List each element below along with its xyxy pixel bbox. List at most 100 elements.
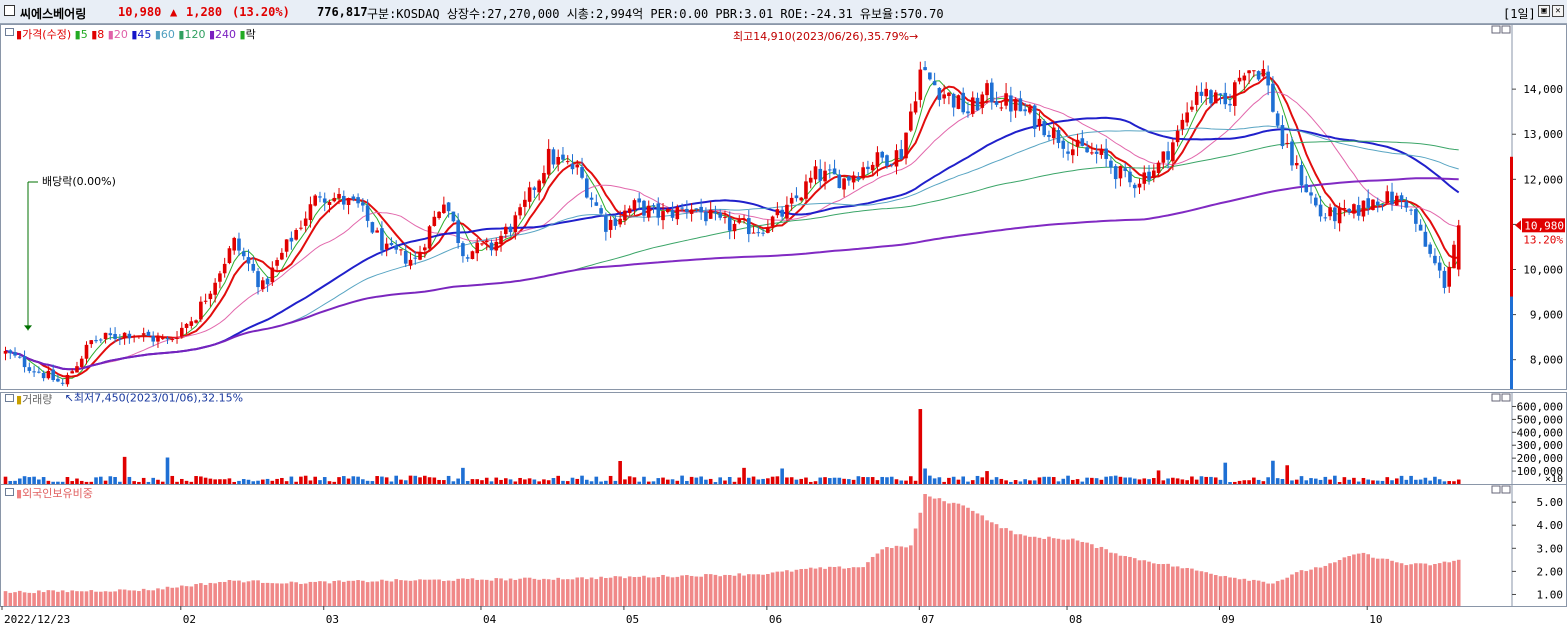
- volume-bar: [570, 477, 575, 484]
- foreign-bar: [184, 586, 189, 606]
- foreign-bar: [689, 575, 694, 606]
- candle-body: [1161, 151, 1166, 163]
- candle-body: [1213, 92, 1218, 104]
- candle-body: [1190, 106, 1194, 110]
- volume-bar: [665, 479, 670, 484]
- volume-bar: [932, 478, 937, 484]
- candle-body: [708, 209, 713, 219]
- period-button[interactable]: [1일]: [1503, 7, 1536, 21]
- foreign-bar: [1342, 557, 1347, 606]
- foreign-bar: [866, 562, 870, 606]
- foreign-bar: [294, 582, 298, 606]
- foreign-bars: [3, 494, 1461, 606]
- candle-body: [1009, 95, 1013, 112]
- volume-bar: [580, 475, 584, 484]
- foreign-bar: [1414, 563, 1418, 606]
- candle-body: [156, 337, 160, 342]
- volume-bar: [118, 481, 122, 484]
- volume-bar: [203, 477, 208, 484]
- foreign-bar: [499, 578, 503, 606]
- candle-body: [1013, 99, 1018, 111]
- foreign-bar: [1042, 538, 1047, 606]
- candle-body: [413, 257, 418, 259]
- volume-bar: [918, 409, 923, 484]
- panel-menu-icon[interactable]: [5, 28, 14, 36]
- foreign-bar: [46, 590, 51, 606]
- foreign-bar: [804, 568, 808, 606]
- volume-bar: [256, 480, 260, 484]
- candle-body: [389, 242, 394, 246]
- foreign-bar: [1028, 536, 1032, 606]
- foreign-bar: [98, 591, 103, 606]
- select-checkbox[interactable]: [4, 5, 15, 16]
- candle-body: [32, 371, 36, 373]
- candle-body: [494, 241, 499, 251]
- foreign-bar: [837, 566, 842, 606]
- volume-bar: [456, 478, 460, 484]
- foreign-bar: [775, 571, 780, 606]
- candle-body: [327, 201, 332, 205]
- foreign-bar: [480, 579, 484, 606]
- foreign-bar: [989, 522, 994, 606]
- volume-bar: [1109, 476, 1113, 484]
- foreign-bar: [1009, 530, 1013, 606]
- foreign-bar: [908, 545, 913, 606]
- volume-bar: [689, 476, 694, 484]
- volume-bar: [966, 481, 970, 484]
- volume-bar: [208, 478, 213, 484]
- candle-body: [437, 211, 441, 219]
- candle-body: [827, 169, 832, 171]
- volume-bar: [1347, 479, 1351, 484]
- foreign-bar: [746, 574, 751, 606]
- foreign-bar: [1447, 562, 1452, 606]
- foreign-bar: [346, 580, 351, 606]
- volume-bar: [218, 479, 222, 484]
- foreign-bar: [1037, 537, 1042, 606]
- close-icon[interactable]: ✕: [1552, 5, 1564, 17]
- foreign-bar: [513, 579, 518, 606]
- candle-body: [1299, 165, 1304, 186]
- foreign-bar: [89, 590, 94, 606]
- foreign-bar: [75, 591, 79, 606]
- candle-body: [199, 301, 203, 320]
- stock-name: 씨에스베어링: [20, 7, 87, 21]
- volume-bar: [518, 477, 522, 484]
- foreign-bar: [322, 581, 327, 606]
- foreign-bar: [1252, 579, 1256, 606]
- volume-bar: [1275, 478, 1280, 484]
- restore-icon[interactable]: ▣: [1538, 5, 1550, 17]
- panel-menu-icon[interactable]: [5, 394, 14, 402]
- foreign-bar: [327, 583, 332, 606]
- volume-bar: [251, 481, 256, 484]
- foreign-bar: [1290, 574, 1294, 606]
- candle-body: [94, 340, 98, 342]
- foreign-bar: [337, 580, 341, 606]
- volume-bar: [427, 477, 432, 484]
- candle-body: [475, 242, 480, 254]
- volume-bar: [742, 467, 746, 484]
- panel-menu-icon[interactable]: [5, 488, 14, 496]
- foreign-bar: [880, 549, 885, 606]
- foreign-bar: [861, 567, 865, 606]
- candle-body: [270, 267, 275, 283]
- foreign-bar: [1070, 538, 1075, 606]
- candle-body: [1285, 142, 1290, 144]
- candle-body: [866, 166, 870, 170]
- price-tick-label: 10,000: [1523, 264, 1563, 277]
- volume-bar: [523, 479, 527, 484]
- foreign-bar: [794, 569, 799, 606]
- foreign-bar: [1299, 570, 1304, 606]
- candle-body: [1433, 255, 1437, 264]
- foreign-bar: [1213, 575, 1218, 606]
- foreign-bar: [1090, 544, 1094, 606]
- foreign-bar: [361, 580, 365, 606]
- candle-body: [303, 218, 308, 226]
- foreign-bar: [975, 513, 980, 606]
- foreign-bar: [13, 592, 17, 606]
- candle-body: [103, 332, 108, 340]
- volume-bar: [232, 481, 237, 484]
- volume-bar: [1190, 476, 1194, 484]
- candle-body: [127, 333, 132, 339]
- candle-body: [422, 247, 427, 251]
- candle-body: [908, 111, 913, 131]
